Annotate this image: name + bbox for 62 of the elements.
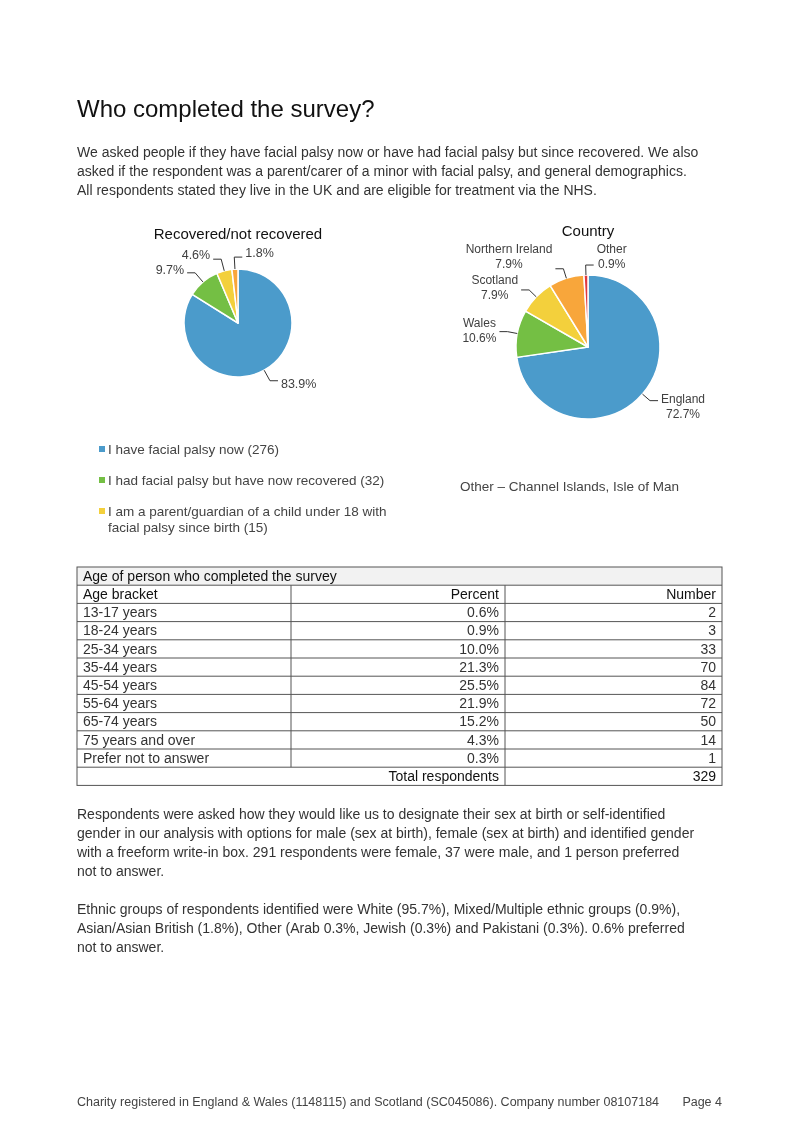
data-label: 14 (700, 731, 717, 748)
data-label: 33 (700, 640, 717, 657)
data-label: 9.7% (155, 262, 185, 277)
category-label: 45-54 years (83, 676, 157, 693)
text: Number (666, 585, 717, 602)
pie-slice (183, 268, 293, 378)
text: We asked people if they have facial palsy now or have had facial palsy but since recovered. We also asked if the respondent was a parent/carer of a minor with facial palsy, and general demographics. All respondents stated they live in the UK and are eligible for treatment via the NHS. (77, 144, 699, 198)
data-label: 25.5% (459, 676, 499, 693)
data-label: 7.9% (495, 257, 524, 272)
chart-title: Recovered/not recovered (153, 225, 323, 242)
legend-label: I am a parent/guardian of a child under 18 with facial palsy since birth (15) (108, 504, 387, 535)
data-label: 15.2% (459, 713, 499, 730)
slice-label: Wales (462, 315, 496, 330)
category-label: 75 years and over (83, 731, 196, 748)
data-label: 50 (700, 713, 717, 730)
data-label: 83.9% (280, 377, 317, 392)
data-label: 3 (708, 622, 717, 639)
legend-label: I had facial palsy but have now recovered (32) (108, 473, 385, 488)
text: Charity registered in England & Wales (1148115) and Scotland (SC045086). Company number 08107184 (77, 1095, 660, 1109)
category-label: 65-74 years (83, 713, 157, 730)
slice-label: Other (596, 241, 627, 256)
text: Age bracket (83, 585, 158, 602)
chart-title: Country (561, 222, 615, 239)
category-label: 25-34 years (83, 640, 157, 657)
text: Respondents were asked how they would like us to designate their sex at birth or self-identified gender in our analysis with options for male (sex at birth), female (sex at birth) and identified gender with a freeform write-in box. 291 respondents were female, 37 were male, and 1 person preferred not to answer. (76, 806, 695, 879)
data-label: 4.3% (467, 731, 499, 748)
data-label: 70 (700, 658, 717, 675)
data-label: 0.6% (467, 604, 499, 621)
text: Total respondents (388, 767, 499, 784)
data-label: 72 (700, 695, 717, 712)
category-label: 18-24 years (83, 622, 157, 639)
data-label: 10.6% (462, 330, 497, 345)
data-label: 7.9% (481, 288, 509, 303)
category-label: 55-64 years (83, 695, 157, 712)
data-label: 84 (700, 676, 717, 693)
category-label: 35-44 years (83, 658, 157, 675)
data-label: 4.6% (181, 247, 211, 262)
pie-slice (191, 272, 239, 324)
pie-slice (516, 274, 661, 420)
data-label: 0.9% (598, 256, 626, 271)
data-label: 10.0% (459, 640, 499, 657)
text: 329 (692, 767, 717, 784)
text: Ethnic groups of respondents identified were White (95.7%), Mixed/Multiple ethnic groups (0.9%), Asian/Asian British (1.8%), Other (Arab 0.3%, Jewish (0.3%) and Pakistani (0.3%). 0.6% preferred not to answer. (77, 901, 685, 955)
text: Other – Channel Islands, Isle of Man (460, 479, 680, 494)
text: Age of person who completed the survey (83, 567, 337, 584)
slice-label: Scotland (471, 273, 519, 288)
data-label: 72.7% (666, 407, 701, 422)
slice-label: England (661, 392, 706, 407)
data-label: 2 (708, 604, 717, 621)
category-label: 13-17 years (83, 604, 157, 621)
data-label: 1 (708, 749, 717, 766)
data-label: 0.3% (467, 749, 499, 766)
category-label: Prefer not to answer (83, 749, 210, 766)
legend-label: I have facial palsy now (276) (108, 442, 280, 457)
data-label: 21.9% (459, 695, 499, 712)
text: Who completed the survey? (77, 95, 375, 122)
data-label: 1.8% (245, 245, 274, 260)
text: Page 4 (682, 1095, 723, 1109)
data-label: 21.3% (459, 658, 499, 675)
text: Percent (450, 585, 500, 602)
slice-label: Northern Ireland (465, 242, 553, 257)
data-label: 0.9% (467, 622, 499, 639)
